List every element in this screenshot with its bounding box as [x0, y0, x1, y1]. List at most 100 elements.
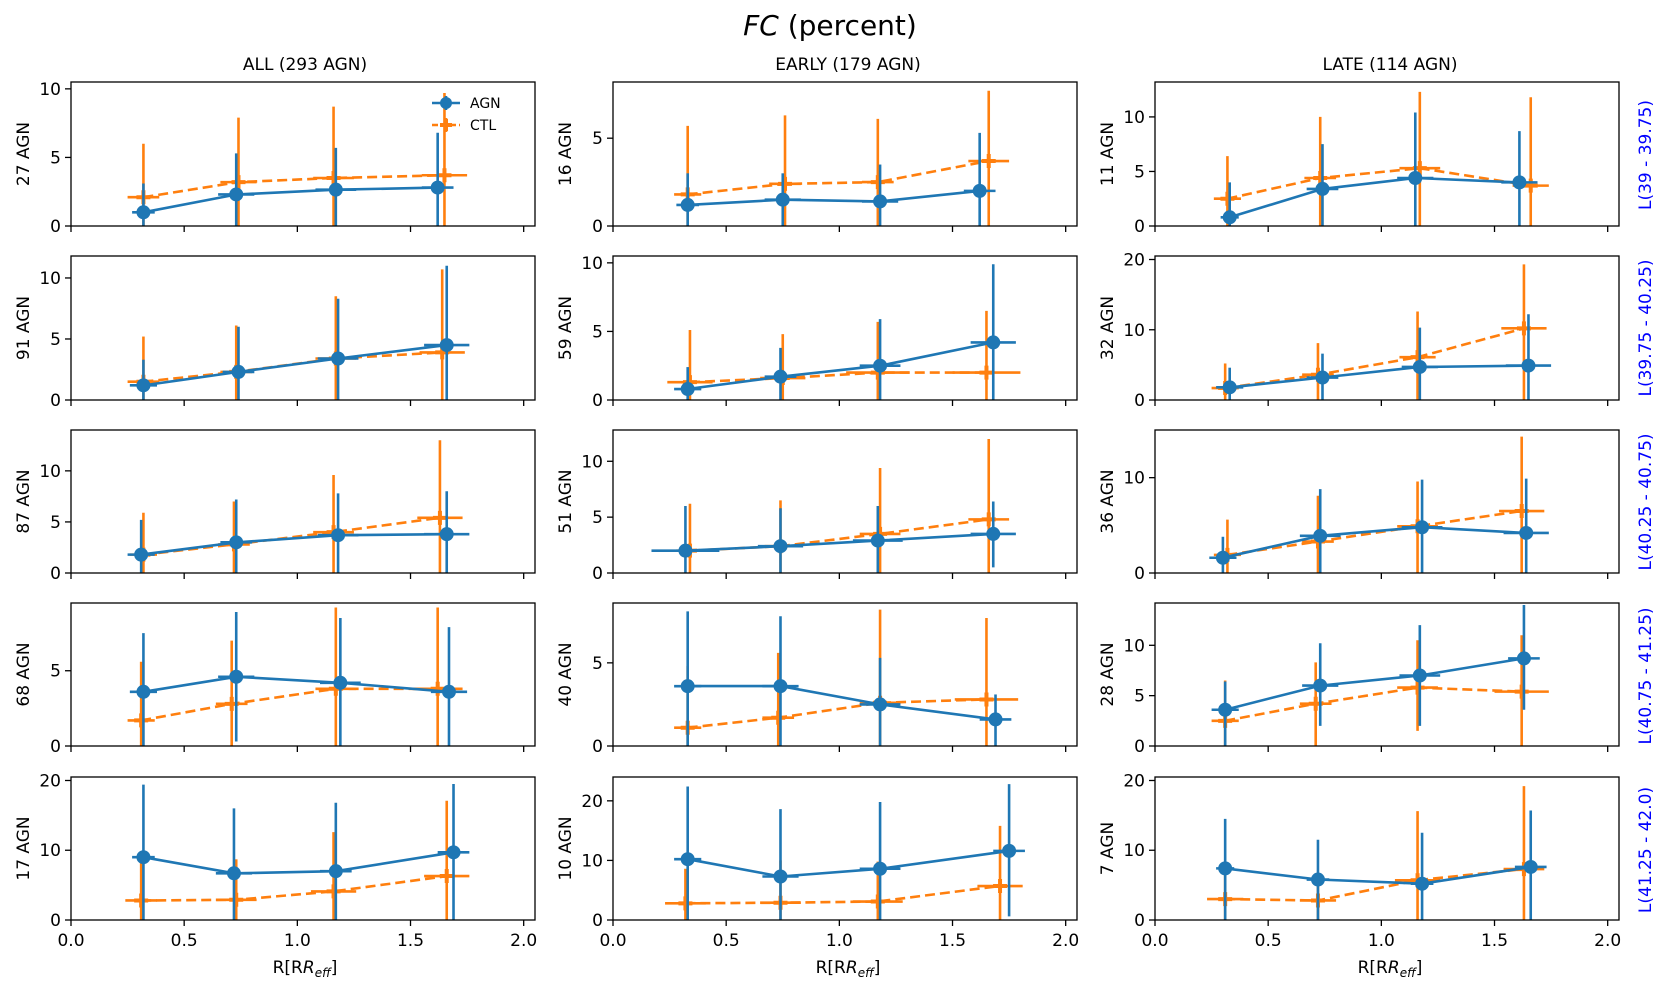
y-tick-label-2: 10 [39, 269, 61, 289]
panel-plot-area [674, 609, 1019, 746]
y-tick-label-0: 0 [50, 911, 61, 931]
x-tick-label-3: 1.5 [397, 931, 424, 951]
ctl-line [1227, 166, 1531, 200]
y-tick-label-2: 10 [581, 254, 603, 274]
agn-point-3 [1519, 525, 1534, 540]
panel-frame [612, 81, 1078, 227]
x-tick-label-0: 0.0 [599, 931, 626, 951]
agn-point-0 [1215, 550, 1230, 565]
row-label-lum-2: L(39.75 - 40.25) [1636, 259, 1656, 396]
agn-point-2 [1412, 668, 1427, 683]
agn-line [687, 684, 996, 721]
y-axis-label: 91 AGN [14, 296, 34, 360]
agn-line [687, 341, 994, 391]
agn-point-2 [870, 533, 885, 548]
x-axis-label-prefix: R[R [816, 958, 846, 978]
ctl-point-3 [439, 869, 454, 884]
y-axis-label: 27 AGN [14, 122, 34, 186]
agn-point-3 [1521, 358, 1536, 373]
agn-point-3 [988, 712, 1003, 727]
x-tick-label-1: 0.5 [171, 931, 198, 951]
agn-point-3 [430, 180, 445, 195]
y-tick-label-1: 5 [50, 662, 61, 682]
x-axis-label-sub: eff [315, 966, 332, 980]
agn-point-1 [1315, 181, 1330, 196]
panel-plot-area [1209, 436, 1549, 573]
y-tick-label-0: 0 [1134, 737, 1145, 757]
y-tick-label-2: 10 [39, 80, 61, 100]
agn-point-2 [1415, 520, 1430, 535]
agn-point-3 [441, 684, 456, 699]
agn-line [143, 343, 447, 387]
agn-point-3 [1523, 859, 1538, 874]
ctl-line [687, 159, 989, 196]
x-axis-label-close: ] [874, 958, 881, 978]
ctl-point-2 [326, 171, 341, 185]
ctl-point-3 [437, 168, 452, 183]
x-axis-label-prefix: R[R [273, 958, 303, 978]
panel-r2-c3: 0 10 20 32 AGN [1098, 251, 1620, 411]
agn-point-0 [136, 205, 151, 220]
y-tick-label-2: 20 [39, 771, 61, 791]
ctl-line [685, 884, 1001, 905]
y-tick-label-1: 5 [50, 513, 61, 533]
panel-plot-area [125, 783, 470, 920]
agn-point-2 [1412, 359, 1427, 374]
agn-point-0 [134, 547, 149, 562]
panel-frame [1154, 602, 1620, 747]
y-axis-label: 11 AGN [1098, 122, 1118, 186]
agn-line [1229, 364, 1529, 389]
agn-point-1 [1313, 528, 1328, 543]
y-tick-label-1: 10 [1123, 321, 1145, 341]
x-tick-label-0: 0.0 [57, 931, 84, 951]
agn-point-0 [1222, 210, 1237, 225]
panel-r1-c1: 0 5 10 27 AGN AGN CTL [14, 80, 536, 237]
x-axis-label-prefix: R[R [1358, 958, 1388, 978]
y-tick-label-1: 5 [50, 330, 61, 350]
x-tick-label-2: 1.0 [826, 931, 853, 951]
x-tick-label-0: 0.0 [1141, 931, 1168, 951]
panel-r5-c3: 0 10 20 0.0 0.5 1.0 1.5 2.0 7 AGN [1098, 771, 1621, 951]
agn-point-0 [680, 197, 695, 212]
panel-r4-c1: 0 5 68 AGN [14, 602, 536, 757]
panel-frame [1154, 429, 1620, 574]
row-label-lum-3: L(40.25 - 40.75) [1636, 433, 1656, 570]
x-tick-label-3: 1.5 [1481, 931, 1508, 951]
ctl-point-0 [134, 893, 149, 908]
agn-line [1224, 657, 1525, 711]
panel-plot-area [127, 92, 468, 226]
panel-frame [1154, 81, 1620, 227]
panel-plot-area [127, 265, 470, 400]
agn-point-2 [328, 864, 343, 879]
y-tick-label-1: 10 [39, 841, 61, 861]
y-tick-label-2: 10 [1123, 108, 1145, 128]
agn-point-2 [333, 675, 348, 690]
x-tick-label-2: 1.0 [284, 931, 311, 951]
panel-r5-c1: 0 10 20 0.0 0.5 1.0 1.5 2.0 17 AGN [14, 771, 537, 951]
panel-frame [70, 776, 536, 921]
agn-point-2 [873, 194, 888, 209]
agn-point-0 [680, 382, 695, 397]
chart-title-rest: (percent) [779, 9, 917, 42]
x-tick-label-1: 0.5 [1255, 931, 1282, 951]
agn-point-0 [1218, 861, 1233, 876]
agn-point-1 [775, 192, 790, 207]
agn-line [1222, 525, 1527, 559]
agn-point-3 [446, 845, 461, 860]
agn-line [143, 186, 438, 214]
ctl-point-0 [1220, 191, 1235, 206]
agn-point-0 [680, 852, 695, 867]
panel-frame [612, 776, 1078, 921]
agn-point-2 [331, 351, 346, 366]
agn-point-3 [972, 183, 987, 198]
agn-point-1 [231, 364, 246, 379]
y-tick-label-1: 5 [1134, 162, 1145, 182]
y-tick-label-2: 10 [39, 462, 61, 482]
agn-point-3 [439, 338, 454, 353]
ctl-point-2 [1410, 680, 1425, 695]
